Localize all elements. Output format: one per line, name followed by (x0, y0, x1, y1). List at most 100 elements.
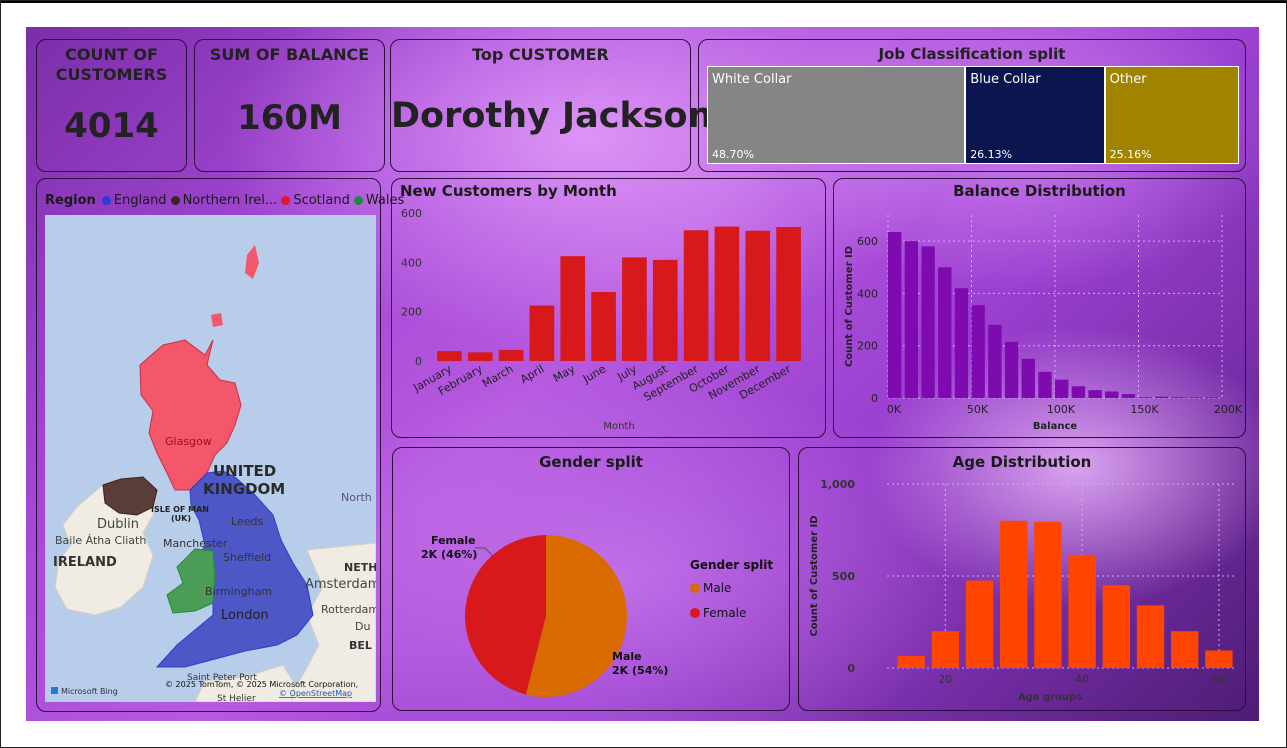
kpi-customers-value: 4014 (64, 106, 159, 146)
treemap-pct: 25.16% (1109, 148, 1152, 161)
bar-december[interactable] (776, 227, 801, 361)
balance-bar[interactable] (954, 288, 969, 398)
balance-bar[interactable] (921, 246, 935, 398)
y-tick-label: 500 (832, 570, 855, 583)
x-tick-label: 40 (1075, 673, 1089, 686)
age-bar[interactable] (1102, 585, 1130, 668)
bar-april[interactable] (529, 305, 555, 362)
balance-bar[interactable] (1171, 397, 1186, 398)
bar-september[interactable] (683, 230, 709, 361)
bar-june[interactable] (591, 291, 616, 361)
region-map-card[interactable]: Region England Northern Irel... Scotland Wa… (36, 178, 404, 712)
bar-march[interactable] (498, 349, 524, 361)
age-bar[interactable] (1034, 521, 1062, 668)
age-bar[interactable] (931, 631, 959, 668)
treemap-cell-1[interactable]: Blue Collar 26.13% (965, 66, 1105, 164)
balance-bar[interactable] (1088, 390, 1102, 398)
y-tick-label: 0 (871, 392, 878, 405)
treemap-label: Blue Collar (970, 72, 1041, 87)
pie-label-female-value: 2K (46%) (421, 548, 477, 561)
y-tick-label: 0 (847, 662, 855, 675)
bar-august[interactable] (652, 259, 678, 361)
balance-bar[interactable] (888, 231, 902, 398)
x-tick-label: 20 (938, 673, 952, 686)
gender-split-card[interactable]: Gender split Male 2K (54%) Female 2K (46%) G… (392, 447, 790, 711)
balance-bar[interactable] (1038, 371, 1052, 398)
pie-leader-line (475, 547, 494, 557)
balance-distribution-title: Balance Distribution (953, 182, 1126, 200)
age-bar[interactable] (1136, 605, 1165, 668)
treemap-cell-2[interactable]: Other 25.16% (1104, 66, 1239, 164)
new-customers-card[interactable]: New Customers by Month 0 200 400 600 January… (391, 178, 826, 438)
balance-bar[interactable] (971, 305, 985, 398)
pie-legend-label[interactable]: Male (703, 581, 731, 595)
balance-bar[interactable] (904, 241, 919, 398)
balance-bar[interactable] (938, 267, 952, 398)
x-tick-label: 0K (887, 403, 902, 416)
map-legend-item-3[interactable]: Wales (353, 193, 404, 208)
balance-bar[interactable] (1138, 397, 1152, 398)
balance-distribution-card[interactable]: Balance Distribution 0 200 400 600 0K 50K 100K… (833, 178, 1246, 438)
map-label-amsterdam: Amsterdam (305, 577, 376, 592)
map-label-bel: BEL (349, 639, 372, 652)
pie-slice-male[interactable] (525, 535, 627, 697)
balance-bar[interactable] (1105, 391, 1119, 398)
y-tick-label: 200 (857, 340, 878, 353)
treemap-cell-0[interactable]: White Collar 48.70% (707, 66, 966, 164)
map-osm-link[interactable]: © OpenStreetMap (279, 689, 352, 698)
pie-label-male-name: Male (612, 650, 642, 663)
x-axis-title: Age groups (1018, 692, 1082, 703)
map-legend-item-2[interactable]: Scotland (281, 193, 350, 208)
pie-slice-female[interactable] (465, 535, 546, 695)
map-label-du: Du (355, 620, 370, 633)
map-bing-label: Microsoft Bing (61, 687, 118, 696)
bar-november[interactable] (745, 230, 771, 361)
kpi-card-balance[interactable]: SUM OF BALANCE 160M (194, 39, 385, 172)
uk-map[interactable]: UNITED KINGDOM Glasgow ISLE OF MAN (UK) … (45, 215, 376, 702)
age-bar[interactable] (1205, 650, 1233, 668)
map-label-rotterdam: Rotterdam (321, 603, 376, 616)
age-distribution-chart: 0 500 1,000 20 40 60 Age groups Count of Custom… (809, 478, 1237, 703)
balance-bar[interactable] (1004, 341, 1019, 398)
age-bar[interactable] (965, 580, 994, 668)
bar-february[interactable] (467, 352, 493, 361)
balance-bar[interactable] (1121, 394, 1136, 398)
job-classification-card[interactable]: Job Classification split White Collar 48.… (698, 39, 1246, 172)
age-bar[interactable] (897, 656, 925, 668)
bar-january[interactable] (437, 351, 462, 361)
balance-bar[interactable] (1205, 397, 1219, 398)
balance-bar[interactable] (1071, 386, 1086, 398)
balance-distribution-chart: 0 200 400 600 0K 50K 100K 150K 200K Balance Count … (844, 215, 1243, 432)
kpi-balance-value: 160M (237, 98, 342, 138)
pie-label-female-name: Female (431, 534, 476, 547)
map-label-north: North (341, 491, 372, 504)
y-tick-label: 0 (415, 355, 422, 368)
age-distribution-card[interactable]: Age Distribution 0 500 1,000 20 40 60 Age grou… (798, 447, 1246, 711)
y-tick-label: 600 (401, 207, 422, 220)
kpi-card-top-customer[interactable]: Top CUSTOMER Dorothy Jackson (390, 39, 713, 172)
map-region-scotland-orkney (211, 313, 223, 327)
balance-bar[interactable] (1021, 358, 1035, 398)
kpi-card-customers[interactable]: COUNT OF CUSTOMERS 4014 (36, 39, 187, 172)
x-tick-label: 60 (1212, 673, 1226, 686)
balance-bar[interactable] (1155, 396, 1169, 398)
legend-dot-icon (690, 608, 700, 618)
age-bar[interactable] (1000, 520, 1028, 668)
map-label-dublin: Dublin (97, 517, 139, 532)
bar-july[interactable] (622, 257, 647, 361)
balance-bar[interactable] (988, 324, 1002, 398)
balance-bar[interactable] (1055, 379, 1069, 398)
age-bar[interactable] (1171, 631, 1199, 668)
bar-may[interactable] (560, 256, 586, 361)
age-bar[interactable] (1068, 554, 1096, 668)
dashboard-canvas: COUNT OF CUSTOMERS 4014 SUM OF BALANCE 1… (26, 27, 1259, 721)
x-tick-label: 50K (967, 403, 989, 416)
map-legend-item-1[interactable]: Northern Irel... (170, 193, 277, 208)
balance-bar[interactable] (1188, 397, 1202, 398)
bar-october[interactable] (714, 226, 740, 361)
kpi-customers-title-line2: CUSTOMERS (55, 65, 168, 84)
map-label-isle-of-man-uk: (UK) (171, 514, 191, 523)
map-legend-item-0[interactable]: England (101, 193, 167, 208)
pie-legend-label[interactable]: Female (703, 606, 746, 620)
